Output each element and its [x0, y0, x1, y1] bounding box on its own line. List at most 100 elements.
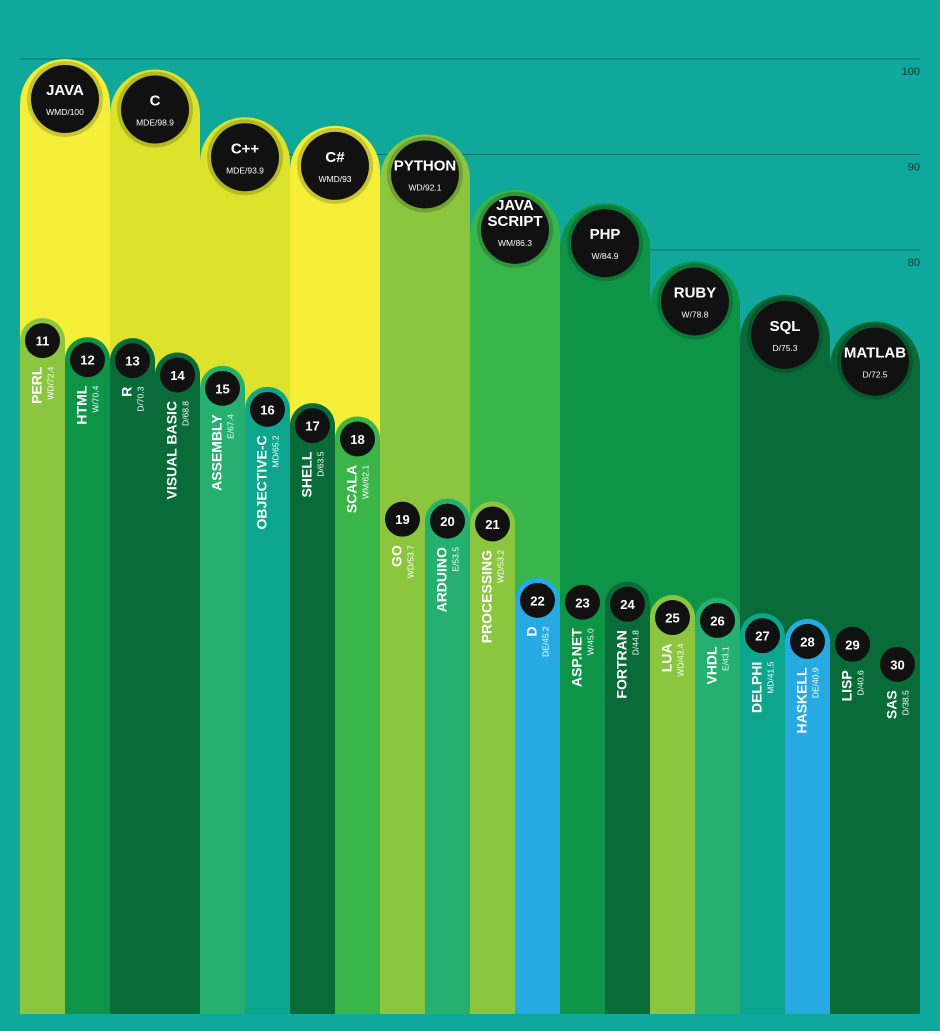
rank-number-14: 14 — [170, 368, 185, 383]
bar-score-6: WM/86.3 — [498, 238, 532, 248]
rank-number-19: 19 — [395, 512, 409, 527]
bar-24 — [605, 581, 650, 1014]
ranked-11-30-bars — [20, 318, 920, 1015]
badge-23 — [565, 584, 600, 620]
rank-number-18: 18 — [350, 432, 364, 447]
bar-23 — [560, 579, 605, 1014]
rank-number-16: 16 — [260, 402, 274, 417]
bar-16 — [245, 386, 290, 1015]
bar-14 — [155, 352, 200, 1015]
bar-25 — [650, 595, 695, 1014]
rank-number-12: 12 — [80, 353, 94, 368]
bar-score-5: WD/92.1 — [408, 182, 441, 192]
rank-number-26: 26 — [710, 613, 724, 628]
bar-score-28: DE/40.9 — [811, 667, 821, 698]
badge-3 — [211, 123, 279, 192]
bar-score-12: W/70.4 — [91, 385, 101, 412]
badge-14 — [160, 357, 195, 393]
bar-score-14: D/68.8 — [181, 401, 191, 426]
badge-12 — [70, 342, 105, 378]
badge-1 — [31, 65, 99, 133]
bar-label-15: ASSEMBLY — [209, 414, 225, 491]
bar-score-1: WMD/100 — [46, 107, 84, 117]
badge-8 — [661, 267, 729, 336]
badge-25 — [655, 600, 690, 636]
rank-number-17: 17 — [305, 419, 319, 434]
axis-ticks: 100 90 80 — [902, 66, 920, 269]
bar-label-23: ASP.NET — [569, 628, 585, 687]
badge-10 — [841, 327, 909, 396]
bar-20 — [425, 498, 470, 1014]
badge-28 — [790, 623, 825, 659]
bar-28 — [785, 618, 830, 1014]
bar-label-26: VHDL — [704, 646, 720, 685]
bar-score-29: D/40.6 — [856, 670, 866, 695]
bar-score-9: D/75.3 — [772, 343, 797, 353]
rank-number-23: 23 — [575, 595, 589, 610]
bar-22 — [515, 577, 560, 1014]
badge-16 — [250, 391, 285, 427]
bar-label-9: SQL — [770, 318, 801, 335]
rank-number-22: 22 — [530, 593, 544, 608]
badge-29 — [835, 626, 870, 662]
badge-30 — [880, 646, 915, 682]
badge-9 — [751, 300, 819, 369]
bar-17 — [290, 403, 335, 1014]
bar-label-2: C — [150, 93, 161, 110]
bar-label-29: LISP — [839, 670, 855, 701]
bar-label-28: HASKELL — [794, 667, 810, 734]
bar-score-23: W/45.0 — [586, 628, 596, 655]
bar-label-10: MATLAB — [844, 345, 906, 362]
bar-label-12: HTML — [74, 385, 90, 424]
rank-number-27: 27 — [755, 629, 769, 644]
bar-27 — [740, 613, 785, 1014]
bar-label-13: R — [119, 387, 135, 397]
bar-15 — [200, 365, 245, 1014]
rank-number-24: 24 — [620, 597, 635, 612]
bar-score-8: W/78.8 — [682, 309, 709, 319]
bar-score-18: WM/62.1 — [361, 465, 371, 499]
bar-21 — [470, 501, 515, 1014]
bar-labels: JAVA WMD/100 C MDE/98.9 C++ MDE/93.9 C# WMD/93 P… — [22, 61, 918, 734]
bar-12 — [65, 337, 110, 1014]
rank-number-21: 21 — [485, 517, 499, 532]
bar-score-22: DE/45.2 — [541, 626, 551, 657]
bar-score-25: WD/43.4 — [676, 643, 686, 676]
rank-number-20: 20 — [440, 514, 454, 529]
rank-number-25: 25 — [665, 611, 679, 626]
bar-score-17: D/63.5 — [316, 451, 326, 476]
bar-label-5: PYTHON — [394, 157, 457, 174]
rank-number-29: 29 — [845, 637, 859, 652]
bar-18 — [335, 416, 380, 1014]
bar-label-25: LUA — [659, 644, 675, 673]
bar-11 — [20, 318, 65, 1015]
bar-label-18: SCALA — [344, 465, 360, 513]
bar-score-3: MDE/93.9 — [226, 165, 264, 175]
bar-score-20: E/53.5 — [451, 547, 461, 572]
bar-29 — [830, 621, 875, 1014]
bar-score-16: MD/65.2 — [271, 435, 281, 467]
bar-19 — [380, 496, 425, 1014]
bar-score-4: WMD/93 — [318, 174, 351, 184]
bar-score-7: W/84.9 — [592, 251, 619, 261]
bar-label-6: JAVA — [496, 197, 534, 214]
badge-5 — [391, 140, 459, 209]
bar-label-19: GO — [389, 545, 405, 567]
badge-21 — [475, 506, 510, 542]
badge-22 — [520, 582, 555, 618]
bar-score-27: MD/41.5 — [766, 661, 776, 693]
badge-6 — [481, 195, 549, 264]
bar-label-8: RUBY — [674, 284, 717, 301]
bar-label-4: C# — [325, 149, 345, 166]
badge-13 — [115, 343, 150, 379]
bar-label-20: ARDUINO — [434, 547, 450, 612]
rank-number-15: 15 — [215, 381, 229, 396]
badge-17 — [295, 408, 330, 444]
bar-label-1: JAVA — [46, 82, 84, 99]
bar-score-13: D/70.3 — [136, 386, 146, 411]
bar-label-16: OBJECTIVE-C — [254, 435, 270, 529]
badge-27 — [745, 618, 780, 654]
bar-label-11: PERL — [29, 366, 45, 404]
bar-score-21: WD/53.2 — [496, 550, 506, 583]
